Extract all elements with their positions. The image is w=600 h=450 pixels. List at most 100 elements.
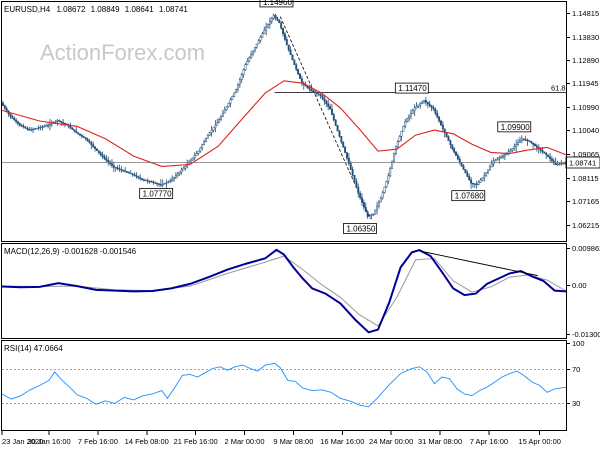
candle	[129, 170, 132, 175]
candle-body	[71, 127, 74, 130]
macd-label: MACD(12,26,9) -0.001628 -0.001546	[4, 247, 137, 256]
candle-body	[58, 120, 61, 122]
candle	[402, 125, 405, 132]
candle-body	[511, 148, 514, 151]
candle-body	[502, 155, 504, 158]
candle-body	[291, 54, 294, 61]
candle	[165, 179, 168, 188]
price-annotation-label: 1.11470	[398, 84, 427, 93]
candle	[502, 153, 504, 160]
candle	[126, 170, 128, 174]
candle	[154, 181, 157, 184]
candle-body	[398, 136, 401, 142]
candle	[26, 126, 29, 131]
candle	[220, 114, 222, 121]
candle	[535, 143, 538, 152]
candle	[340, 135, 343, 145]
candle	[3, 104, 6, 110]
candle	[56, 118, 59, 126]
candle-body	[453, 148, 456, 153]
candle-body	[20, 124, 23, 127]
candle	[107, 156, 110, 166]
candle	[447, 135, 450, 142]
candle	[558, 162, 561, 166]
candle-body	[417, 104, 420, 107]
candle-body	[3, 105, 6, 109]
candle	[71, 127, 74, 130]
candle-body	[263, 29, 266, 34]
candle-body	[218, 119, 221, 123]
candle	[550, 155, 553, 164]
candle	[150, 180, 153, 183]
candle-body	[210, 129, 213, 133]
decline-trendline	[279, 16, 371, 220]
candle	[477, 180, 480, 186]
candle-body	[280, 22, 283, 29]
candle	[440, 119, 442, 127]
candle-body	[513, 146, 516, 149]
candle	[248, 56, 251, 63]
candle-body	[195, 153, 198, 156]
candle	[252, 50, 254, 57]
candle-body	[32, 128, 34, 131]
time-tick-label: 24 Mar 00:00	[369, 437, 413, 446]
candle-body	[180, 169, 183, 173]
candle-body	[173, 177, 175, 180]
rsi-label: RSI(14) 47.0664	[4, 344, 63, 353]
candle-body	[485, 172, 488, 177]
candle	[274, 13, 277, 21]
time-tick-label: 7 Apr 16:00	[470, 437, 508, 446]
candle-body	[82, 136, 85, 138]
candle	[11, 114, 14, 119]
price-annotation-box	[497, 121, 532, 133]
candle	[398, 135, 401, 143]
candle-body	[148, 180, 151, 183]
candle-body	[236, 84, 239, 90]
candle	[58, 119, 61, 123]
candle	[381, 190, 384, 200]
candle-body	[385, 181, 388, 188]
candle	[289, 46, 292, 56]
candle	[564, 161, 567, 165]
candle-body	[69, 126, 72, 129]
candle	[455, 151, 457, 156]
candle	[336, 124, 339, 132]
candle	[250, 50, 253, 59]
price-annotation-box	[394, 82, 429, 94]
candle	[383, 186, 386, 194]
candle-body	[231, 96, 234, 101]
candle-body	[462, 165, 465, 170]
candle	[127, 171, 130, 174]
candle	[329, 103, 332, 110]
candle-body	[443, 128, 446, 134]
candle	[206, 133, 209, 139]
candle-body	[524, 139, 527, 141]
fib-level-label: 61.8	[551, 84, 566, 93]
candle	[95, 148, 98, 152]
price-annotation-box	[343, 223, 377, 234]
candle-body	[409, 113, 412, 117]
candle-body	[99, 152, 102, 155]
candle	[299, 72, 301, 79]
price-tick-label: 1.10990	[572, 103, 599, 112]
candle-body	[133, 174, 136, 176]
candle-body	[252, 50, 254, 55]
candle	[86, 137, 89, 142]
candle-body	[45, 125, 48, 127]
candle-body	[332, 114, 335, 121]
candle-body	[464, 169, 467, 174]
candle-body	[490, 163, 493, 168]
candle	[520, 135, 523, 144]
candle	[374, 209, 377, 215]
candle	[20, 123, 23, 127]
candle-body	[13, 118, 16, 121]
candle-body	[387, 175, 390, 182]
candle	[263, 26, 266, 35]
candle	[97, 150, 100, 155]
candle	[124, 166, 127, 173]
price-annotation: 1.09900	[497, 121, 532, 133]
price-tick-label: 1.07165	[572, 197, 599, 206]
macd-tick-label: -0.013002	[572, 330, 600, 339]
candle	[267, 23, 269, 29]
candle-body	[287, 44, 290, 51]
